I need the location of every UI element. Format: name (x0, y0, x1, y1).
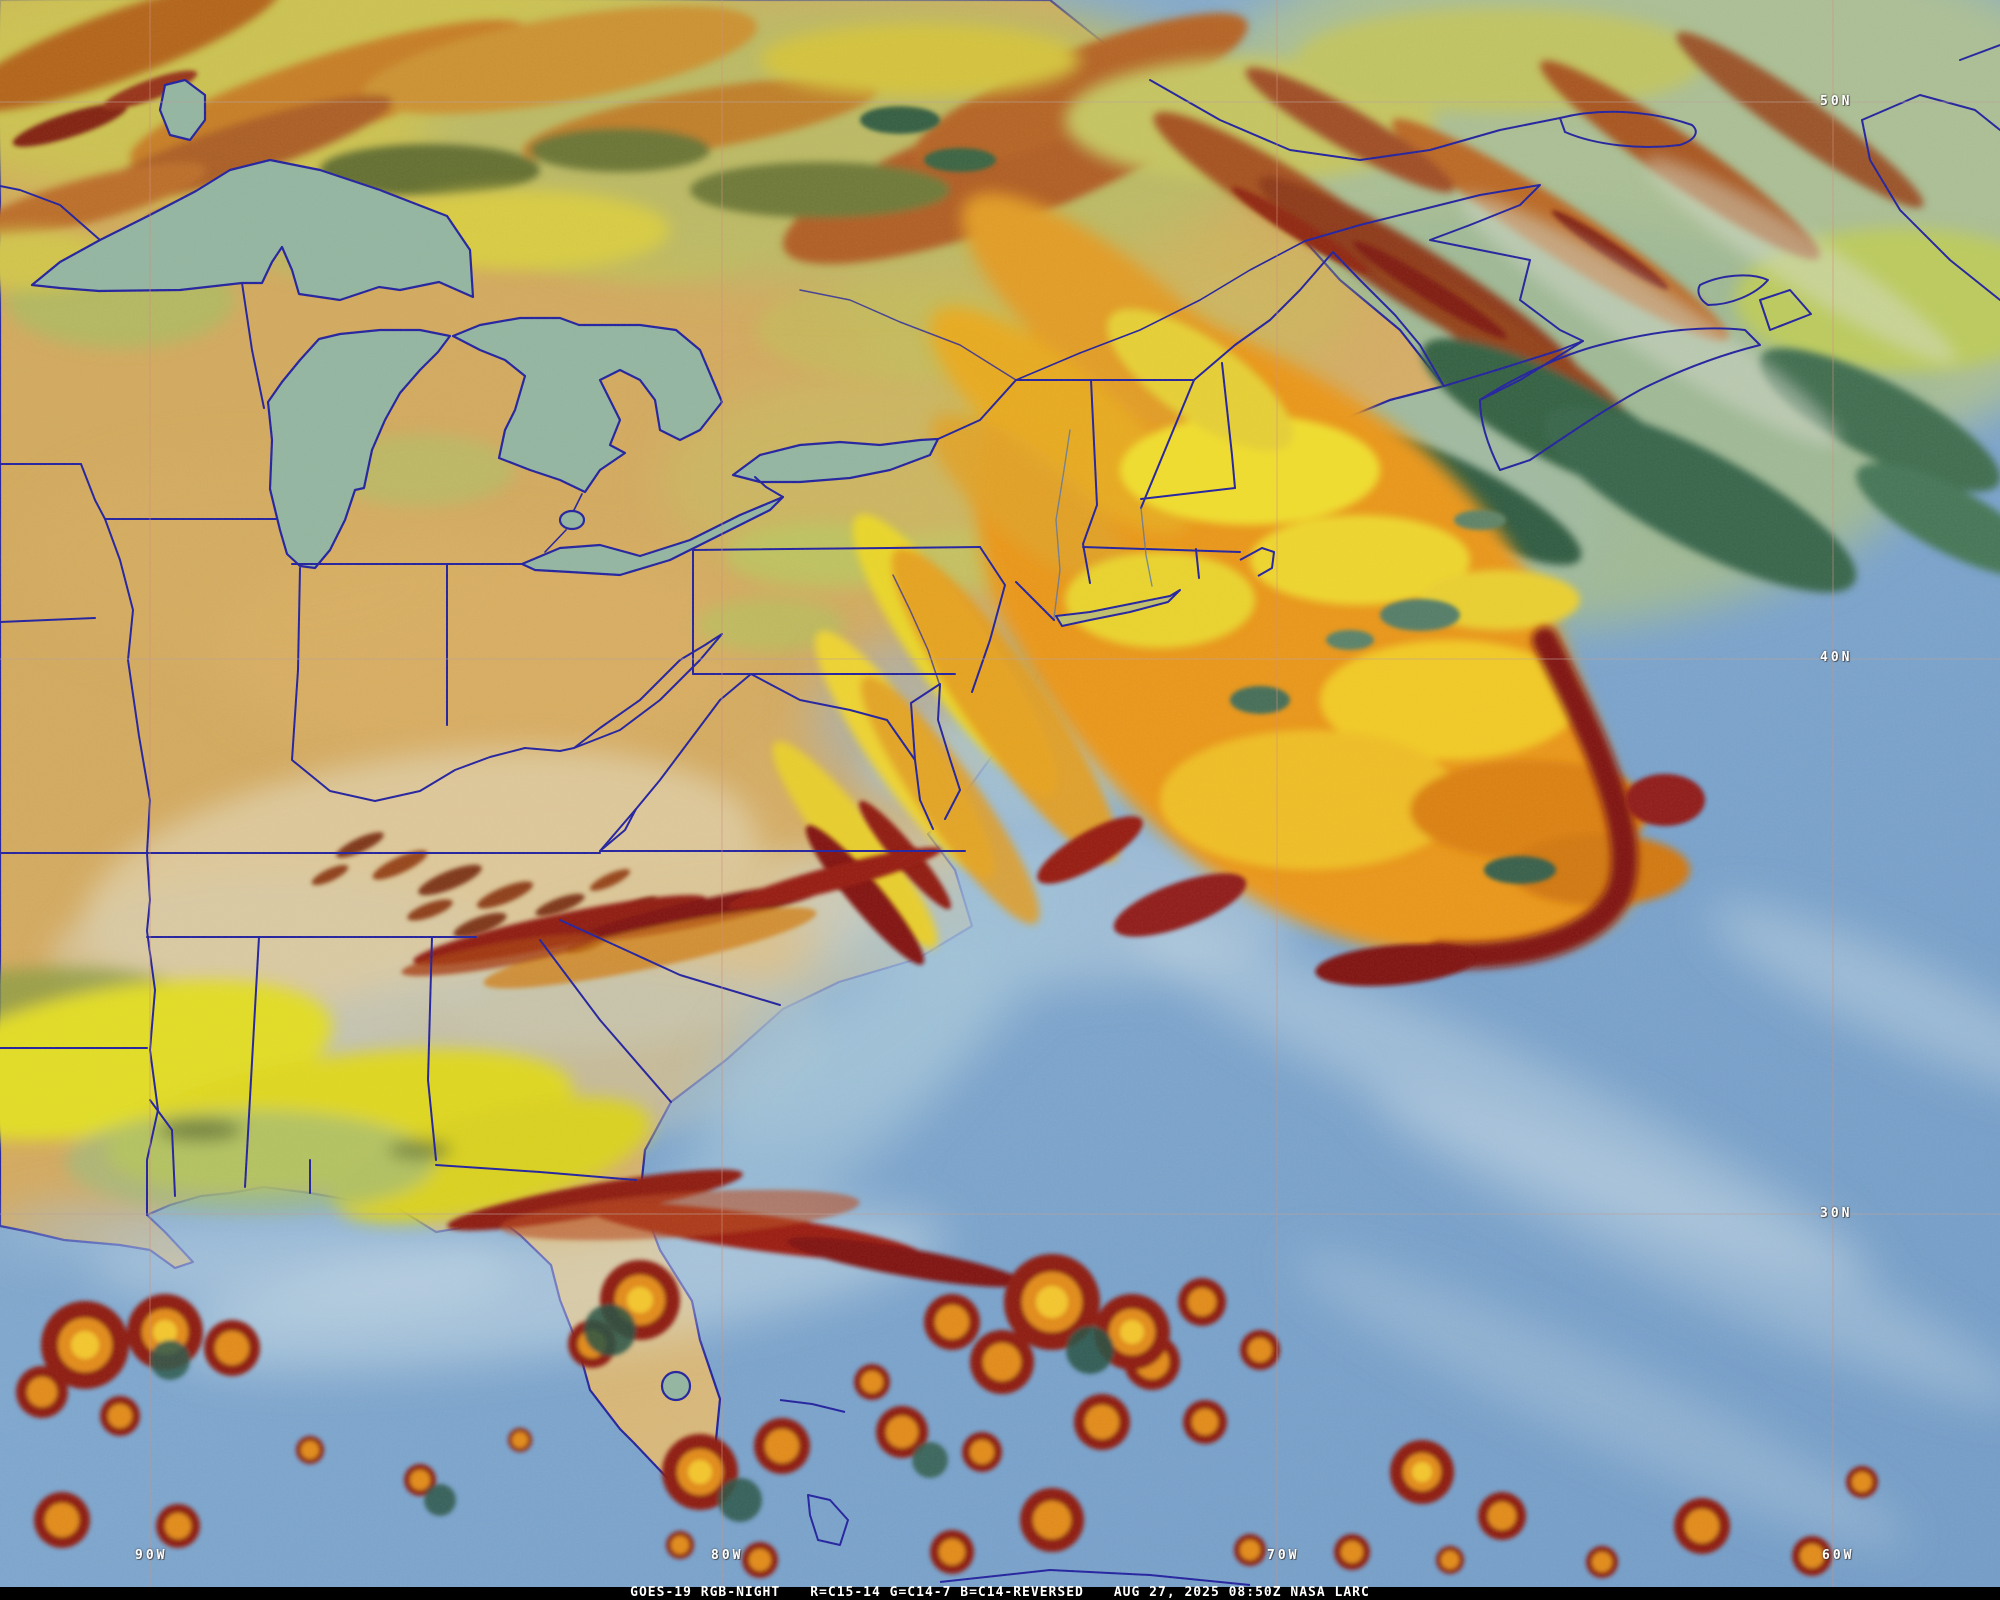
longitude-label-80w: 80W (711, 1548, 744, 1563)
latitude-label-40n: 40N (1820, 650, 1853, 665)
status-bar: GOES-19 RGB-NIGHT R=C15-14 G=C14-7 B=C14… (0, 1585, 2000, 1600)
product-title: GOES-19 RGB-NIGHT (630, 1585, 781, 1600)
longitude-label-70w: 70W (1267, 1548, 1300, 1563)
timestamp-credit: AUG 27, 2025 08:50Z NASA LARC (1113, 1585, 1370, 1600)
latitude-label-50n: 50N (1820, 94, 1853, 109)
longitude-label-90w: 90W (135, 1548, 168, 1563)
longitude-label-60w: 60W (1822, 1548, 1855, 1563)
latitude-label-30n: 30N (1820, 1206, 1853, 1221)
channel-recipe: R=C15-14 G=C14-7 B=C14-REVERSED (810, 1585, 1084, 1600)
